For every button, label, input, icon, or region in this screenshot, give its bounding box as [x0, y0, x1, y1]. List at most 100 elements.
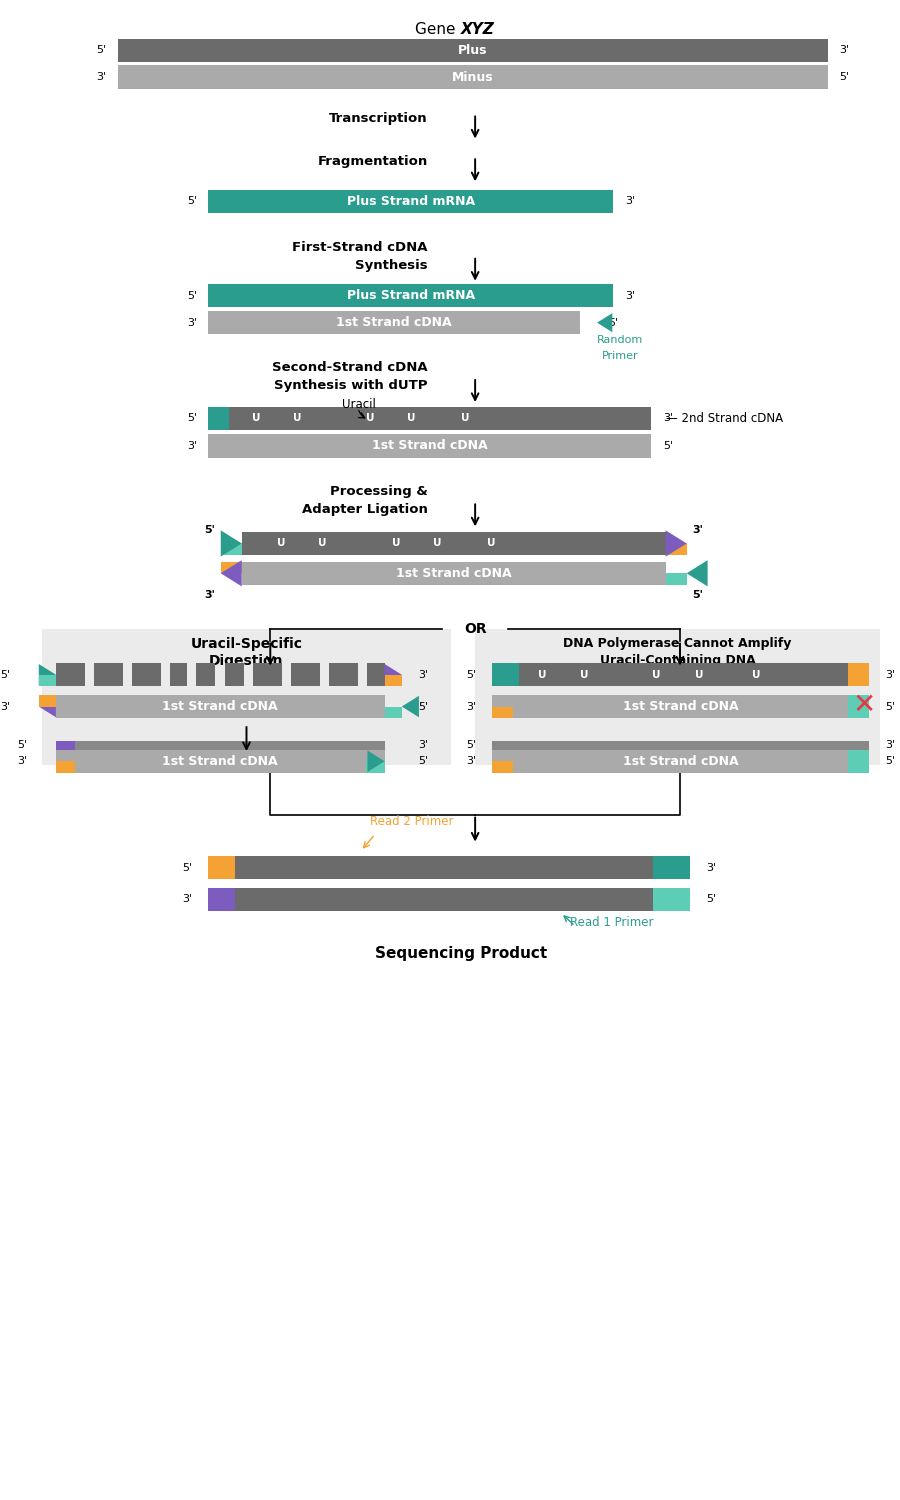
Text: Fragmentation: Fragmentation	[318, 154, 428, 168]
Bar	[848, 750, 868, 772]
Bar	[94, 663, 122, 687]
Polygon shape	[220, 560, 242, 586]
Bar	[118, 39, 828, 62]
Text: 5': 5'	[466, 740, 476, 750]
Text: 5': 5'	[418, 702, 428, 711]
Text: 3': 3'	[625, 291, 634, 302]
Text: Sequencing Product: Sequencing Product	[374, 946, 547, 962]
Bar	[848, 663, 868, 687]
Text: First-Strand cDNA: First-Strand cDNA	[292, 242, 428, 255]
Bar	[253, 663, 282, 687]
Bar	[56, 694, 384, 718]
Bar	[132, 663, 161, 687]
Text: ✕: ✕	[852, 692, 876, 720]
Polygon shape	[367, 750, 384, 772]
Bar	[329, 663, 358, 687]
Bar	[56, 741, 75, 750]
Bar	[367, 663, 384, 687]
Text: 1st Strand cDNA: 1st Strand cDNA	[396, 567, 511, 580]
Text: 5': 5'	[839, 72, 850, 82]
Text: Plus Strand mRNA: Plus Strand mRNA	[346, 195, 475, 208]
Text: U: U	[487, 538, 496, 549]
Text: Synthesis: Synthesis	[355, 260, 428, 272]
Text: 5': 5'	[885, 702, 895, 711]
Bar	[666, 573, 687, 585]
Text: 3': 3'	[466, 702, 476, 711]
Text: 1st Strand cDNA: 1st Strand cDNA	[623, 754, 738, 768]
Bar	[492, 663, 519, 687]
Bar	[170, 663, 187, 687]
Text: XYZ: XYZ	[461, 21, 495, 36]
Text: 5': 5'	[204, 525, 215, 536]
Text: Uracil-Containing DNA: Uracil-Containing DNA	[599, 654, 755, 668]
Text: U: U	[292, 413, 302, 423]
Text: 3': 3'	[839, 45, 850, 56]
Text: Plus Strand mRNA: Plus Strand mRNA	[346, 290, 475, 303]
Bar	[209, 888, 235, 910]
Text: 5': 5'	[418, 756, 428, 766]
Bar	[384, 675, 401, 687]
Text: U: U	[392, 538, 400, 549]
Text: 1st Strand cDNA: 1st Strand cDNA	[163, 754, 278, 768]
Bar	[475, 628, 880, 765]
Text: U: U	[277, 538, 286, 549]
Text: Transcription: Transcription	[328, 112, 428, 125]
Text: 5': 5'	[466, 669, 476, 680]
Text: Uracil: Uracil	[342, 399, 375, 411]
Text: 5': 5'	[17, 740, 27, 750]
Text: U: U	[319, 538, 327, 549]
Text: 3': 3'	[706, 862, 716, 873]
Bar	[492, 706, 513, 718]
Text: 3': 3'	[693, 525, 704, 536]
Text: 3': 3'	[17, 756, 27, 766]
Bar	[209, 406, 230, 430]
Text: 1st Strand cDNA: 1st Strand cDNA	[337, 316, 452, 328]
Bar	[220, 561, 242, 573]
Text: 5': 5'	[706, 894, 716, 904]
Bar	[209, 856, 235, 879]
Text: Read 2 Primer: Read 2 Primer	[370, 815, 454, 828]
Text: 3': 3'	[0, 702, 10, 711]
Bar	[39, 694, 56, 706]
Bar	[209, 856, 689, 879]
Text: Plus: Plus	[458, 44, 488, 57]
Bar	[492, 760, 513, 772]
Text: Uracil-Specific: Uracil-Specific	[191, 636, 302, 651]
Text: DNA Polymerase Cannot Amplify: DNA Polymerase Cannot Amplify	[563, 638, 792, 650]
Text: U: U	[462, 413, 470, 423]
Text: 3': 3'	[187, 318, 197, 327]
Text: 1st Strand cDNA: 1st Strand cDNA	[372, 440, 488, 453]
Bar	[653, 856, 689, 879]
Bar	[56, 663, 85, 687]
Text: U: U	[537, 669, 546, 680]
Bar	[242, 561, 666, 585]
Text: 3': 3'	[204, 590, 215, 600]
Text: U: U	[652, 669, 661, 680]
Bar	[209, 435, 652, 457]
Text: Gene: Gene	[416, 21, 461, 36]
Text: U: U	[407, 413, 416, 423]
Text: 5': 5'	[187, 196, 197, 207]
Text: Synthesis with dUTP: Synthesis with dUTP	[274, 378, 427, 392]
Text: Second-Strand cDNA: Second-Strand cDNA	[272, 360, 428, 374]
Bar	[653, 888, 689, 910]
Text: 3': 3'	[466, 756, 476, 766]
Text: Minus: Minus	[452, 70, 493, 84]
Bar	[492, 663, 868, 687]
Text: 1st Strand cDNA: 1st Strand cDNA	[163, 700, 278, 712]
Text: 5': 5'	[0, 669, 10, 680]
Text: Random: Random	[597, 334, 644, 345]
Polygon shape	[39, 664, 56, 686]
Text: U: U	[366, 413, 374, 423]
Bar	[666, 543, 687, 555]
Text: 3': 3'	[96, 72, 106, 82]
Bar	[56, 750, 384, 772]
Text: U: U	[695, 669, 703, 680]
Polygon shape	[220, 531, 242, 556]
Text: 3': 3'	[418, 669, 428, 680]
Text: U: U	[752, 669, 760, 680]
Text: U: U	[252, 413, 260, 423]
Text: 5': 5'	[182, 862, 193, 873]
Bar	[209, 189, 613, 213]
Bar	[196, 663, 215, 687]
